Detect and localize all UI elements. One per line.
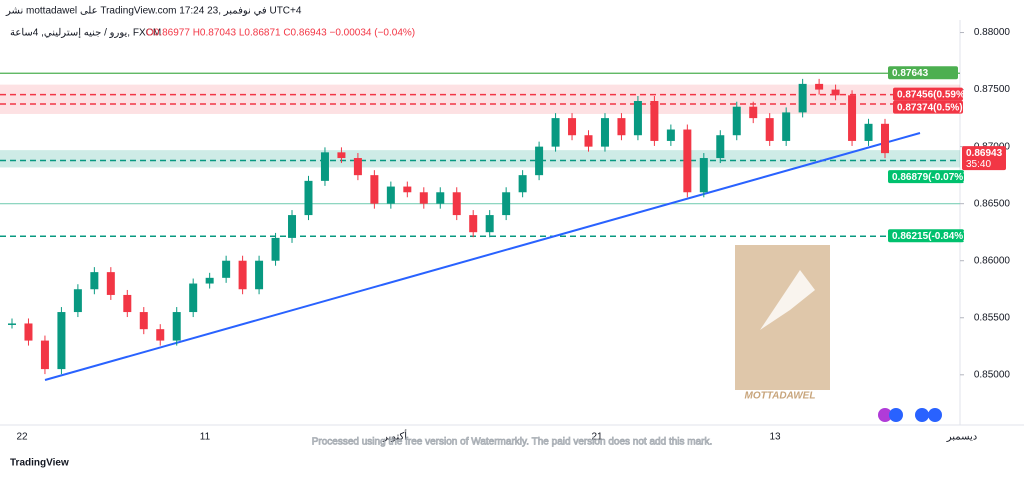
price-label: 0.87374(0.5%)	[897, 102, 963, 113]
candle-body	[452, 192, 461, 216]
watermark: Processed using the free version of Wate…	[312, 437, 713, 448]
candle-body	[370, 175, 379, 204]
price-label-box	[893, 87, 963, 101]
candle-body	[848, 95, 857, 141]
candle-body	[650, 101, 659, 141]
candle-body	[699, 158, 708, 193]
candle-body	[337, 152, 346, 159]
y-tick-label: 0.86000	[974, 255, 1011, 266]
footer: TradingView	[10, 458, 69, 469]
candle-body	[666, 129, 675, 141]
x-tick-label: أكتوبر	[382, 430, 407, 443]
candle-body	[403, 186, 412, 193]
icon	[928, 408, 942, 422]
candle-body	[8, 323, 16, 325]
candle-body	[831, 89, 840, 96]
publish-info: نشر mottadawel على TradingView.com 17:24…	[5, 6, 302, 17]
candle-body	[469, 215, 478, 233]
candle-body	[864, 123, 873, 141]
candle-body	[320, 152, 329, 181]
y-tick-label: 0.87500	[974, 84, 1011, 95]
candle-body	[271, 237, 280, 261]
candle-body	[40, 340, 49, 370]
candle-body	[419, 192, 428, 204]
price-label: 0.86879(-0.07%)	[892, 172, 967, 183]
icon	[878, 408, 892, 422]
y-tick-label: 0.88000	[974, 27, 1011, 38]
candle-body	[798, 83, 807, 113]
candle-body	[749, 106, 758, 119]
candle-body	[765, 118, 774, 141]
candle-body	[732, 106, 741, 136]
logo: MOTTADAWEL	[735, 245, 830, 402]
candle-body	[156, 329, 165, 341]
candle-body	[189, 283, 198, 313]
candle-body	[222, 260, 231, 278]
y-tick-label: 0.86500	[974, 198, 1011, 209]
trend-line	[44, 132, 921, 381]
candle-body	[782, 112, 791, 141]
candle-body	[304, 180, 313, 216]
countdown: 35:40	[966, 159, 991, 170]
x-tick-label: ديسمبر	[946, 432, 977, 443]
candle-body	[386, 186, 395, 204]
price-label: 0.87643	[892, 68, 929, 79]
price-label-box	[962, 146, 1006, 171]
candle-body	[633, 101, 642, 136]
candle-body	[57, 312, 66, 370]
candle-body	[172, 312, 181, 341]
candle-body	[106, 272, 115, 295]
x-tick-label: 21	[591, 432, 603, 443]
candle-body	[24, 323, 33, 341]
candle-body	[683, 129, 692, 193]
x-tick-label: 11	[200, 432, 211, 443]
candle-body	[716, 135, 725, 159]
candle-body	[139, 312, 148, 330]
candle-body	[73, 289, 82, 313]
candle-body	[123, 294, 132, 313]
candle-body	[568, 118, 577, 136]
price-label-box	[893, 100, 963, 114]
price-label: 0.86215(-0.84%)	[892, 231, 967, 242]
logo-arrow	[760, 270, 815, 330]
candle-body	[288, 215, 297, 238]
logo-shape	[735, 245, 830, 390]
price-label-box	[888, 229, 964, 243]
candle-body	[881, 123, 889, 154]
price-label-box	[888, 66, 958, 80]
y-tick-label: 0.85000	[974, 369, 1011, 380]
candle-body	[485, 215, 494, 233]
icon	[889, 408, 903, 422]
symbol: يورو / جنيه إسترليني, 4ساعة, FXCM	[10, 28, 161, 39]
candle-body	[535, 146, 544, 176]
candle-body	[551, 118, 560, 147]
ohlc: O0.86977 H0.87043 L0.86871 C0.86943 −0.0…	[146, 28, 415, 39]
x-tick-label: 22	[16, 432, 28, 443]
logo-text: MOTTADAWEL	[745, 391, 816, 402]
candle-body	[436, 192, 445, 204]
y-tick-label: 0.85500	[974, 312, 1011, 323]
x-tick-label: 13	[769, 432, 781, 443]
icon	[915, 408, 929, 422]
candle-body	[353, 158, 362, 176]
candle-body	[617, 118, 626, 136]
candle-body	[255, 260, 264, 290]
candle-body	[90, 272, 99, 290]
price-label: 0.86943	[966, 148, 1003, 159]
candle-body	[584, 135, 593, 147]
price-label-box	[888, 170, 964, 184]
candle-body	[518, 175, 527, 193]
candle-body	[205, 277, 214, 284]
candle-body	[502, 192, 511, 216]
price-label: 0.87456(0.59%)	[897, 89, 968, 100]
support-band	[0, 150, 960, 168]
candle-body	[815, 83, 824, 90]
candle-body	[238, 260, 247, 290]
candle-body	[600, 118, 609, 147]
